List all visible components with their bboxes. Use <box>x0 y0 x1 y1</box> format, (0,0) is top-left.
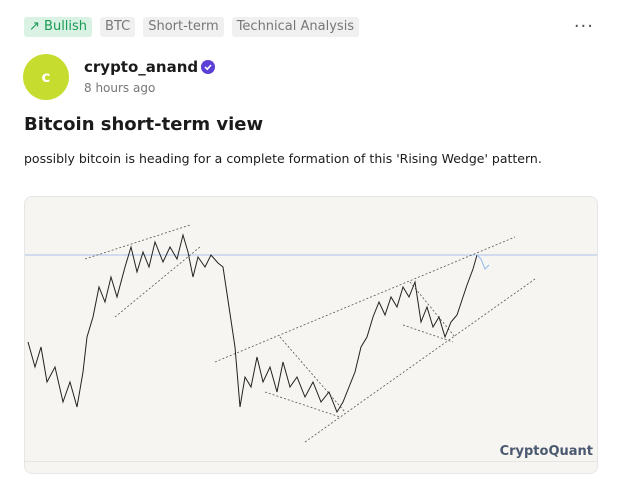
author-name[interactable]: crypto_anand <box>84 58 199 76</box>
watermark: CryptoQuant <box>499 444 593 459</box>
trend-lines <box>84 224 536 443</box>
avatar[interactable]: c <box>23 54 69 100</box>
verified-badge <box>201 60 215 74</box>
axis-strip <box>25 461 597 462</box>
post-body: possibly bitcoin is heading for a comple… <box>24 151 542 166</box>
tag[interactable]: Short-term <box>143 17 224 37</box>
post-time: 8 hours ago <box>84 81 156 95</box>
post-image[interactable]: CryptoQuant <box>24 196 598 474</box>
tag-list: ↗ Bullish BTC Short-term Technical Analy… <box>24 17 360 37</box>
post-title: Bitcoin short-term view <box>24 114 264 135</box>
projection-line <box>476 254 490 270</box>
price-line <box>27 233 478 414</box>
tag[interactable]: BTC <box>100 17 136 37</box>
tag[interactable]: ↗ Bullish <box>24 17 93 37</box>
more-menu[interactable]: ··· <box>573 16 594 37</box>
tag[interactable]: Technical Analysis <box>231 17 360 37</box>
chart-image <box>25 224 597 462</box>
tag-text: Bullish <box>44 19 88 34</box>
